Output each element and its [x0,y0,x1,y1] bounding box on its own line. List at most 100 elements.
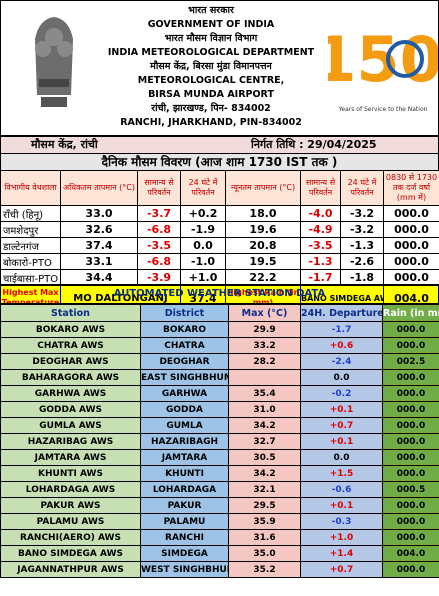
data-row: रॉंची (हिनू) 33.0 -3.7 +0.2 18.0 -4.0 -3.2 000.… [0,205,439,222]
header-line: RANCHI, JHARKHAND, PIN-834002 [120,117,302,128]
column-header: अधिकतम तापमान (°C) [60,170,138,206]
rain: 002.5 [382,353,439,370]
header-line: भारत सरकार [188,5,234,16]
data-row: GUMLA AWS GUMLA 34.2 +0.7 000.0 [0,417,439,434]
departure: +0.6 [300,337,383,354]
max-temp: 32.7 [228,433,301,450]
data-row: BOKARO AWS BOKARO 29.9 -1.7 000.0 [0,321,439,338]
district: GARHWA [140,385,229,402]
district: PALAMU [140,513,229,530]
station: BANO SIMDEGA AWS [0,545,141,562]
data-row: डाल्टेनगंज 37.4 -3.5 0.0 20.8 -3.5 -1.3 000.0 [0,237,439,254]
cell: -1.0 [180,253,226,270]
header-line: GOVERNMENT OF INDIA [147,19,275,30]
summary-title: दैनिक मौसम विवरण (आज शाम 1730 IST तक ) [0,153,439,171]
cell: +0.2 [180,205,226,222]
district: DEOGHAR [140,353,229,370]
district: RANCHI [140,529,229,546]
cell: 19.5 [225,253,301,270]
departure: +0.7 [300,561,383,578]
max-temp: 31.6 [228,529,301,546]
max-temp: 29.5 [228,497,301,514]
district: LOHARDAGA [140,481,229,498]
station: BOKARO AWS [0,321,141,338]
station: KHUNTI AWS [0,465,141,482]
max-temp: 35.4 [228,385,301,402]
cell: 20.8 [225,237,301,254]
max-temp: 32.1 [228,481,301,498]
column-header: विभागीय वेधशाला [0,170,61,206]
issue-date: निर्गत तिथि : 29/04/2025 [251,138,377,151]
max-temp: 28.2 [228,353,301,370]
departure: +0.1 [300,433,383,450]
cell: -4.9 [300,221,341,238]
departure: -0.3 [300,513,383,530]
max-temp: 29.9 [228,321,301,338]
cell: +1.0 [180,269,226,286]
header-line: INDIA METEOROLOGICAL DEPARTMENT [107,47,315,58]
aws-title: AUTOMATED WEATHER STATION DATA [0,284,439,304]
rain: 000.0 [382,321,439,338]
departure: -1.7 [300,321,383,338]
data-row: JAGANNATHPUR AWS WEST SINGHBHUM 35.2 +0.7 00… [0,561,439,578]
cell: -3.7 [137,205,181,222]
station: RANCHI(AERO) AWS [0,529,141,546]
data-row: GODDA AWS GODDA 31.0 +0.1 000.0 [0,401,439,418]
max-temp: 31.0 [228,401,301,418]
column-header: 24 घंटे में परिवर्तन [180,170,226,206]
data-row: बोकारो-PTO 33.1 -6.8 -1.0 19.5 -1.3 -2.6 000.0 [0,253,439,270]
column-header: District [140,304,229,322]
district: WEST SINGHBHUM [140,561,229,578]
data-row: DEOGHAR AWS DEOGHAR 28.2 -2.4 002.5 [0,353,439,370]
departure: 0.0 [300,369,383,386]
cell: -6.8 [137,253,181,270]
cell: 18.0 [225,205,301,222]
column-header: Max (°C) [228,304,301,322]
rain: 000.0 [382,417,439,434]
station: रॉंची (हिनू) [0,205,61,222]
cell: 33.0 [60,205,138,222]
rain: 000.0 [382,337,439,354]
header-line: भारत मौसम विज्ञान विभाग [164,33,258,44]
office-row: मौसम केंद्र, रांची निर्गत तिथि : 29/04/2… [0,136,439,154]
max-temp: 34.2 [228,417,301,434]
data-row: HAZARIBAG AWS HAZARIBAGH 32.7 +0.1 000.0 [0,433,439,450]
data-row: CHATRA AWS CHATRA 33.2 +0.6 000.0 [0,337,439,354]
column-header: सामान्य से परिवर्तन [300,170,341,206]
cell: -3.2 [340,221,384,238]
column-header: 24 घंटे में परिवर्तन [340,170,384,206]
data-row: JAMTARA AWS JAMTARA 30.5 0.0 000.0 [0,449,439,466]
district: GODDA [140,401,229,418]
header-row: Station District Max (°C) 24H. Departure Rai… [0,304,439,322]
station: बोकारो-PTO [0,253,61,270]
district: EAST SINGHBHUM [140,369,229,386]
max-temp: 35.2 [228,561,301,578]
station: GODDA AWS [0,401,141,418]
cell: -3.5 [137,237,181,254]
cell: -3.2 [340,205,384,222]
max-temp: 35.9 [228,513,301,530]
cell: 19.6 [225,221,301,238]
departure: +0.7 [300,417,383,434]
station: जमशेदपुर [0,221,61,238]
departure: +1.4 [300,545,383,562]
logo-tagline: Years of Service to the Nation [338,106,428,113]
district: GUMLA [140,417,229,434]
station: LOHARDAGA AWS [0,481,141,498]
column-header: 24H. Departure [300,304,383,322]
cell: 37.4 [60,237,138,254]
header-line: BIRSA MUNDA AIRPORT [148,89,274,100]
max-temp: 35.0 [228,545,301,562]
departure: 0.0 [300,449,383,466]
district: KHUNTI [140,465,229,482]
station: PALAMU AWS [0,513,141,530]
cell: -3.5 [300,237,341,254]
rain: 000.0 [382,401,439,418]
max-temp: 30.5 [228,449,301,466]
departure: +0.1 [300,497,383,514]
cell: -1.9 [180,221,226,238]
station: CHATRA AWS [0,337,141,354]
rain: 000.0 [382,561,439,578]
district: PAKUR [140,497,229,514]
